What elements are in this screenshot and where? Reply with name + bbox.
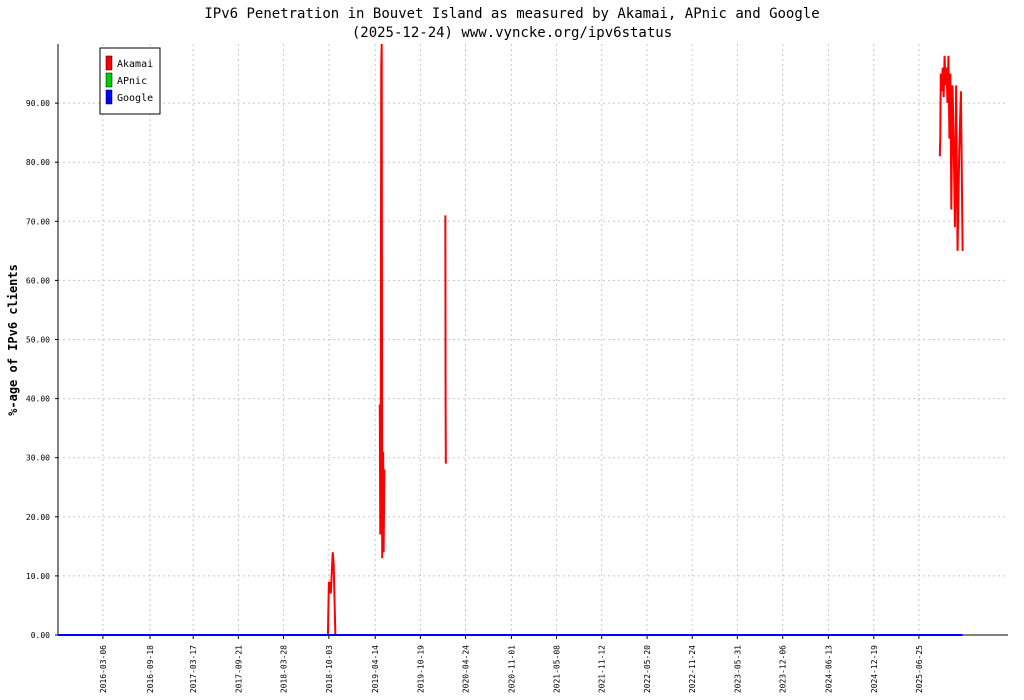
x-tick-label: 2016-03-06 [99, 645, 108, 693]
y-tick-label: 40.00 [26, 395, 50, 404]
y-tick-label: 70.00 [26, 217, 50, 226]
x-tick-label: 2019-10-19 [416, 645, 425, 693]
x-tick-label: 2018-10-03 [325, 645, 334, 693]
legend-label: Akamai [117, 59, 153, 70]
x-tick-label: 2022-11-24 [688, 645, 697, 693]
y-tick-label: 10.00 [26, 572, 50, 581]
x-tick-label: 2021-11-12 [598, 645, 607, 693]
x-tick-label: 2023-05-31 [733, 645, 742, 693]
y-tick-label: 90.00 [26, 99, 50, 108]
x-tick-label: 2017-03-17 [189, 645, 198, 693]
x-tick-label: 2017-09-21 [234, 645, 243, 693]
legend-swatch [105, 55, 113, 71]
x-tick-label: 2020-04-24 [462, 645, 471, 693]
series-line [326, 43, 964, 636]
x-tick-label: 2021-05-08 [553, 645, 562, 693]
y-tick-label: 50.00 [26, 336, 50, 345]
y-tick-label: 30.00 [26, 454, 50, 463]
x-tick-label: 2016-09-18 [146, 645, 155, 693]
x-tick-label: 2018-03-28 [279, 645, 288, 693]
legend-swatch [105, 72, 113, 88]
legend-swatch [105, 89, 113, 105]
legend-label: APnic [117, 76, 147, 87]
x-tick-label: 2024-06-13 [824, 645, 833, 693]
y-axis-label: %-age of IPv6 clients [6, 264, 20, 416]
x-tick-label: 2025-06-25 [915, 645, 924, 693]
chart-subtitle: (2025-12-24) www.vyncke.org/ipv6status [352, 25, 672, 41]
x-tick-label: 2019-04-14 [371, 645, 380, 693]
y-tick-label: 0.00 [31, 631, 50, 640]
legend-label: Google [117, 93, 153, 104]
chart-title: IPv6 Penetration in Bouvet Island as mea… [204, 6, 819, 22]
legend: Akamai APnic Google [99, 47, 161, 115]
x-tick-label: 2024-12-19 [870, 645, 879, 693]
x-tick-label: 2022-05-20 [643, 645, 652, 693]
x-tick-label: 2020-11-01 [507, 645, 516, 693]
x-tick-label: 2023-12-06 [779, 645, 788, 693]
y-tick-label: 80.00 [26, 158, 50, 167]
y-tick-label: 20.00 [26, 513, 50, 522]
y-tick-label: 60.00 [26, 276, 50, 285]
